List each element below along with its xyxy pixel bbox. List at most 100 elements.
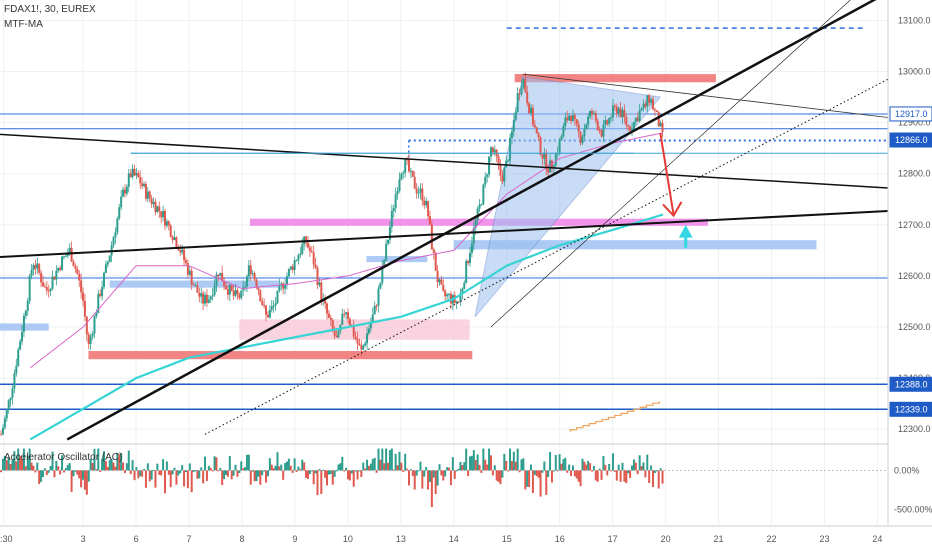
osc-bar: [478, 464, 481, 471]
candle-body: [608, 118, 611, 124]
osc-bar: [348, 470, 351, 481]
candle-body: [404, 159, 407, 173]
osc-bar: [488, 448, 491, 471]
osc-bar: [1, 458, 4, 471]
osc-bar: [655, 470, 658, 472]
candle-body: [51, 276, 54, 289]
candle-body: [562, 125, 565, 137]
osc-bar: [366, 459, 369, 471]
osc-bar: [636, 470, 639, 475]
candle-body: [68, 247, 71, 254]
osc-bar: [293, 458, 296, 471]
osc-bar: [232, 470, 235, 476]
osc-bar: [329, 470, 332, 474]
osc-bar: [585, 464, 588, 471]
osc-bar: [518, 470, 521, 473]
candle-body: [125, 186, 128, 194]
candle-body: [213, 285, 216, 296]
candle-body: [200, 293, 203, 297]
osc-bar: [257, 470, 260, 477]
osc-bar: [646, 454, 649, 471]
candle-body: [604, 120, 607, 125]
osc-bar: [472, 450, 475, 471]
cyan-up-arrow: [678, 224, 693, 238]
osc-bar: [289, 465, 292, 471]
candle-body: [367, 328, 370, 334]
candle-body: [589, 111, 592, 117]
candle-body: [143, 183, 146, 187]
osc-bar: [484, 459, 487, 471]
osc-bar: [24, 466, 27, 471]
osc-bar: [562, 459, 565, 471]
candle-body: [503, 167, 506, 182]
osc-bar: [21, 458, 24, 471]
candle-body: [455, 301, 458, 303]
osc-bar: [554, 454, 557, 471]
osc-bar: [131, 460, 134, 471]
osc-bar: [388, 450, 391, 471]
osc-bar: [62, 470, 65, 473]
osc-bar: [127, 450, 130, 471]
candle-body: [335, 335, 338, 338]
osc-bar: [623, 470, 626, 482]
candle-body: [552, 165, 555, 168]
osc-bar: [629, 470, 632, 478]
candle-body: [299, 253, 302, 256]
osc-bar: [66, 464, 69, 471]
thin-channel: [490, 0, 851, 328]
osc-bar: [95, 469, 98, 471]
osc-bar: [224, 470, 227, 475]
osc-bar: [611, 453, 614, 471]
candle-body: [287, 269, 290, 277]
osc-bar: [280, 464, 283, 471]
price-badge-label: 12339.0: [895, 404, 928, 414]
osc-bar: [657, 470, 660, 489]
wedge-pattern: [474, 76, 662, 318]
candle-body: [41, 282, 44, 287]
candle-body: [28, 276, 31, 301]
osc-bar: [61, 455, 64, 471]
candle-body: [198, 292, 201, 297]
price-badge: [889, 106, 932, 122]
osc-bar: [543, 461, 546, 471]
candle-body: [64, 255, 67, 257]
price-badge: [889, 376, 932, 392]
candle-body: [539, 137, 542, 155]
candle-body: [255, 279, 258, 288]
candle-body: [333, 329, 336, 336]
candle-body: [566, 117, 569, 121]
candle-body: [270, 306, 273, 310]
candle-body: [9, 397, 12, 401]
osc-bar: [537, 470, 540, 478]
candle-body: [398, 179, 401, 192]
candle-body: [139, 177, 142, 184]
candle-body: [320, 282, 323, 301]
osc-bar: [163, 470, 166, 494]
osc-bar: [549, 451, 552, 471]
osc-bar: [495, 470, 498, 481]
candle-body: [596, 120, 599, 130]
candle-body: [32, 264, 35, 270]
osc-bar: [19, 456, 22, 471]
candle-body: [512, 119, 515, 132]
candle-body: [430, 224, 433, 250]
osc-bar: [642, 462, 645, 471]
y-tick-label: 12300.0: [898, 424, 931, 434]
osc-bar: [85, 470, 88, 495]
osc-bar: [202, 470, 205, 484]
osc-bar: [600, 470, 603, 480]
osc-bar: [76, 470, 79, 475]
candle-body: [432, 249, 435, 253]
osc-bar: [45, 470, 48, 476]
osc-bar: [327, 470, 330, 475]
candle-body: [486, 174, 489, 177]
candle-body: [324, 298, 327, 304]
y-tick-label: 13100.0: [898, 15, 931, 25]
candle-body: [53, 276, 56, 280]
osc-bar: [303, 462, 306, 471]
moving-average-teal: [29, 213, 664, 441]
osc-bar: [223, 470, 226, 480]
osc-bar: [242, 468, 245, 471]
